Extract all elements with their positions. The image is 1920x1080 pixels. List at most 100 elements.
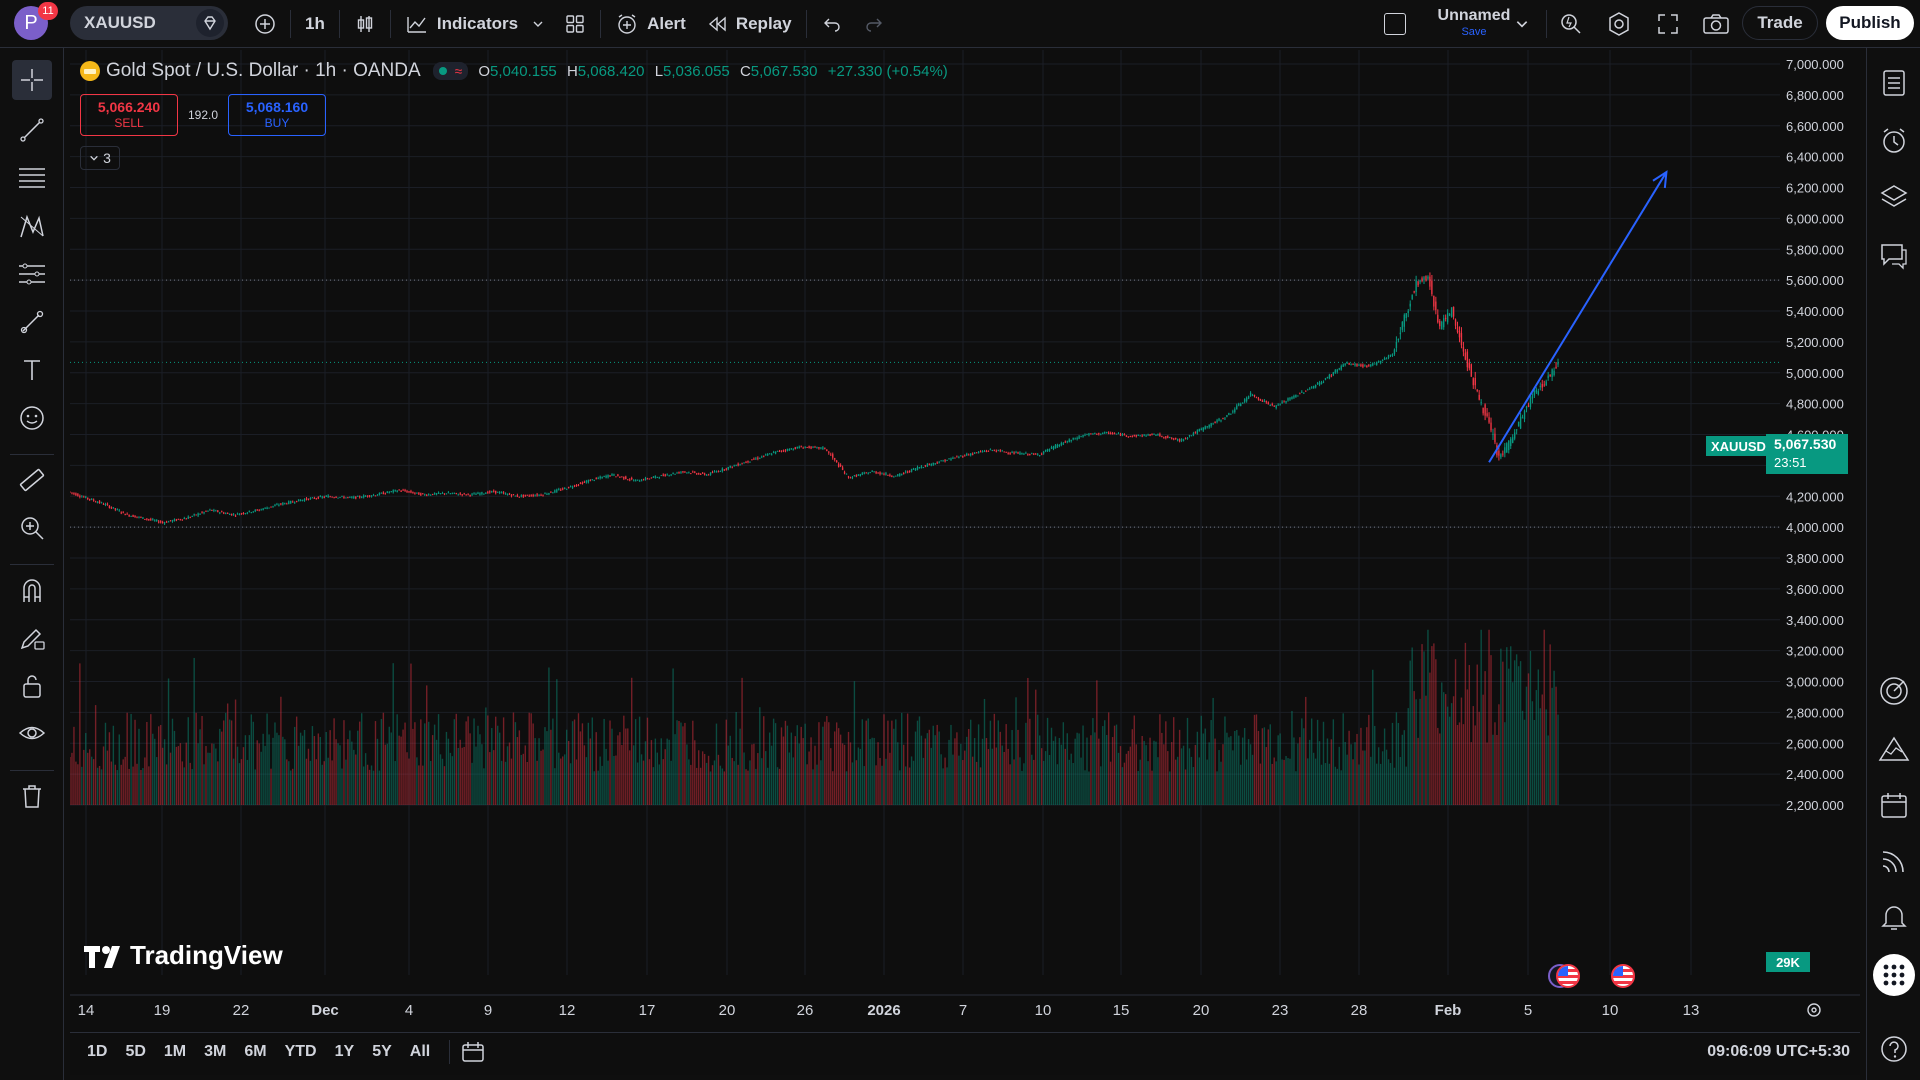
interval-button[interactable]: 1h — [305, 14, 325, 33]
candle-body — [1413, 291, 1415, 293]
range-button-5d[interactable]: 5D — [125, 1042, 146, 1060]
range-button-all[interactable]: All — [409, 1042, 431, 1060]
volume-bar — [1104, 720, 1106, 805]
candle-body — [895, 475, 897, 477]
volume-bar — [465, 721, 467, 805]
ideas-button[interactable] — [1873, 728, 1915, 770]
volume-bar — [366, 764, 369, 805]
magnet-tool[interactable] — [12, 570, 52, 610]
replay-button[interactable]: Replay — [696, 7, 802, 41]
indicators-button[interactable]: Indicators — [395, 7, 554, 41]
hide-drawings-tool[interactable] — [12, 714, 52, 754]
layout-checkbox[interactable] — [1384, 13, 1406, 35]
object-tree-button[interactable] — [1873, 176, 1915, 218]
lock-drawings-tool[interactable] — [12, 666, 52, 706]
settings-icon[interactable] — [1606, 11, 1632, 37]
volume-bar — [694, 740, 696, 805]
range-button-1d[interactable]: 1D — [87, 1042, 108, 1060]
trend-line-tool[interactable] — [12, 110, 52, 150]
brush-tool[interactable] — [12, 302, 52, 342]
notifications-button[interactable] — [1873, 896, 1915, 938]
us-flag-event-icon[interactable] — [1611, 964, 1635, 988]
volume-bar — [1137, 771, 1139, 805]
undo-button[interactable] — [811, 7, 853, 41]
symbol-search-button[interactable]: XAUUSD — [70, 6, 228, 40]
range-button-5y[interactable]: 5Y — [372, 1042, 392, 1060]
volume-bar — [956, 732, 958, 805]
buy-button[interactable]: 5,068.160 BUY — [228, 94, 326, 136]
volume-bar — [362, 766, 365, 805]
volume-bar — [721, 768, 724, 805]
candle-body — [327, 495, 329, 498]
sell-button[interactable]: 5,066.240 SELL — [80, 94, 178, 136]
layouts-button[interactable] — [554, 7, 596, 41]
goto-date-icon[interactable] — [460, 1040, 486, 1064]
watchlist-button[interactable] — [1873, 62, 1915, 104]
crosshair-tool[interactable] — [12, 60, 52, 100]
measure-tool[interactable] — [12, 460, 52, 500]
trade-button[interactable]: Trade — [1742, 6, 1818, 40]
candle-body — [1062, 443, 1065, 445]
range-button-6m[interactable]: 6M — [244, 1042, 267, 1060]
range-button-1m[interactable]: 1M — [163, 1042, 187, 1060]
prediction-tool[interactable] — [12, 254, 52, 294]
volume-bar — [493, 750, 495, 805]
clock[interactable]: 09:06:09 UTC+5:30 — [1707, 1042, 1850, 1060]
candle-body — [684, 471, 686, 473]
candle-body — [1131, 436, 1134, 438]
range-button-ytd[interactable]: YTD — [284, 1042, 317, 1060]
alert-button[interactable]: Alert — [605, 7, 696, 41]
candle-body — [1527, 405, 1530, 407]
products-button[interactable] — [1873, 954, 1915, 996]
quick-search-icon[interactable] — [1558, 11, 1584, 37]
chevron-down-icon[interactable] — [1515, 17, 1529, 31]
calendar-button[interactable] — [1873, 784, 1915, 826]
volume-bar — [1186, 717, 1189, 805]
chat-button[interactable] — [1873, 234, 1915, 276]
range-button-1y[interactable]: 1Y — [334, 1042, 355, 1060]
help-button[interactable] — [1873, 1028, 1915, 1070]
candle-body — [863, 472, 865, 474]
volume-bar — [715, 723, 718, 805]
volume-bar — [808, 751, 810, 805]
text-tool[interactable] — [12, 350, 52, 390]
volume-bar — [1535, 690, 1538, 805]
chart-type-button[interactable] — [344, 7, 386, 41]
time-tick-label: 10 — [1602, 1002, 1619, 1019]
indicators-collapse-button[interactable]: 3 — [80, 146, 120, 170]
compare-symbol-button[interactable] — [244, 7, 286, 41]
text-icon — [24, 360, 40, 380]
remove-drawings-tool[interactable] — [12, 776, 52, 816]
fib-tool[interactable] — [12, 158, 52, 198]
chart-pane[interactable]: 7,000.000 6,800.000 6,600.000 6,400.000 6,20… — [70, 50, 1860, 1075]
candle-body — [565, 488, 568, 490]
price-chart[interactable]: 7,000.0006,800.0006,600.0006,400.0006,20… — [70, 50, 1860, 1030]
layout-name-button[interactable]: Unnamed Save — [1424, 6, 1524, 42]
candle-body — [867, 473, 869, 475]
drawing-mode-tool[interactable] — [12, 618, 52, 658]
candle-body — [1066, 441, 1068, 443]
symbol-title[interactable]: Gold Spot / U.S. Dollar · 1h · OANDA — [106, 60, 421, 81]
time-axis-settings-icon[interactable] — [1804, 1000, 1824, 1020]
us-flag-event-icon[interactable] — [1556, 964, 1580, 988]
volume-bar — [859, 748, 862, 805]
news-button[interactable] — [1873, 840, 1915, 882]
emoji-tool[interactable] — [12, 398, 52, 438]
candle-body — [272, 505, 274, 507]
alerts-button[interactable] — [1873, 120, 1915, 162]
screener-button[interactable] — [1873, 670, 1915, 712]
candle-body — [942, 460, 944, 462]
fullscreen-icon[interactable] — [1656, 12, 1680, 36]
diamond-icon[interactable] — [196, 9, 224, 37]
publish-button[interactable]: Publish — [1826, 6, 1914, 40]
redo-button[interactable] — [853, 7, 895, 41]
pattern-tool[interactable] — [12, 206, 52, 246]
camera-icon[interactable] — [1702, 12, 1730, 36]
volume-bar — [977, 724, 980, 805]
range-button-3m[interactable]: 3M — [204, 1042, 227, 1060]
zoom-tool[interactable] — [12, 508, 52, 548]
volume-bar — [1037, 714, 1039, 805]
candle-body — [193, 514, 195, 516]
candle-body — [154, 520, 156, 522]
drawing-toolbar — [0, 48, 64, 1080]
